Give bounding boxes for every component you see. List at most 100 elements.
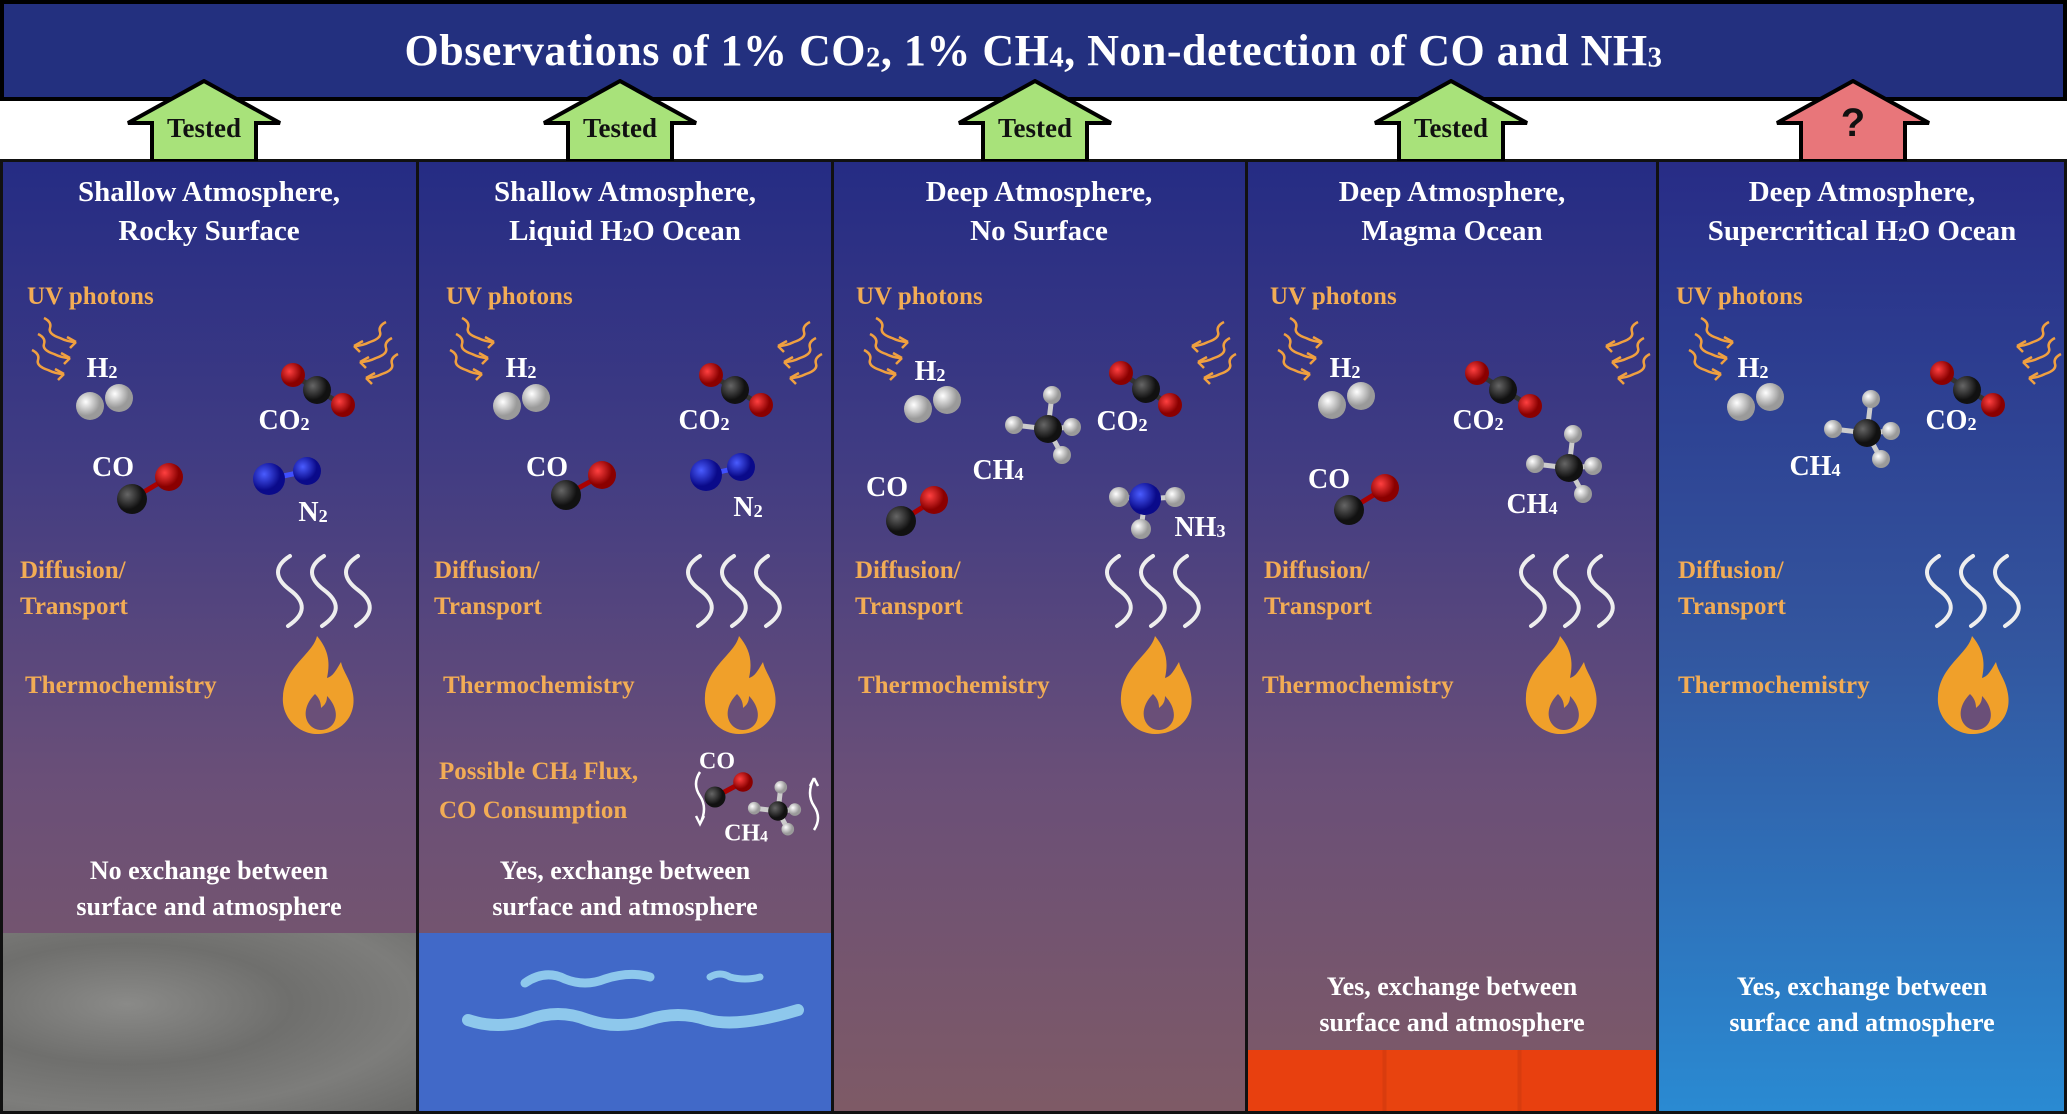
text: Diffusion/ [1678,557,1784,584]
text: Liquid H [509,215,623,247]
ch4-molecule-icon [747,780,802,836]
text: 2 [753,500,763,521]
oxygen-atom [749,393,773,417]
panel-title: Deep Atmosphere, Magma Ocean [1339,173,1566,251]
text: H [505,353,528,384]
diffusion-squiggle-icon [276,554,372,628]
text: Thermochemistry [858,672,1050,699]
text: 2 [866,42,881,74]
text: Deep Atmosphere, [1338,176,1566,208]
text: Transport [855,593,963,620]
hydrogen-atom [1872,450,1890,468]
oxygen-atom [733,772,753,792]
text: Transport [434,593,542,620]
nitrogen-atom [690,459,722,491]
exchange-label: No exchange between surface and atmospher… [76,853,341,925]
hydrogen-atom [1824,420,1842,438]
text: H [914,356,937,387]
hydrogen-atom [1165,487,1185,507]
text: 2 [622,224,633,246]
flame-icon [704,636,776,734]
carbon-atom [117,484,147,514]
hydrogen-atom [1574,485,1592,503]
panel-deep-supercritical [1656,159,2067,1114]
text: H [1329,353,1352,384]
hydrogen-atom [1727,393,1755,421]
text: Yes, exchange between [1326,972,1578,1001]
co-molecule-icon [551,461,616,510]
text: CO [258,405,301,436]
nitrogen-atom [293,457,321,485]
text: CH [1506,489,1549,520]
exchange-label: Yes, exchange between surface and atmosph… [492,853,757,925]
text: No Surface [970,215,1108,247]
hydrogen-atom [1131,519,1151,539]
diffusion-transport-label: Diffusion/Transport [20,553,128,625]
text: H [86,353,109,384]
text: Magma Ocean [1361,215,1543,247]
co-label: CO [92,452,134,484]
text: 4 [1548,497,1558,518]
text: Supercritical H [1707,215,1899,247]
text: Thermochemistry [25,672,217,699]
diffusion-squiggle-icon [1925,554,2021,628]
uv-photon-arrow-icon [777,320,823,385]
carbon-atom [551,480,581,510]
oxygen-atom [281,363,305,387]
text: Thermochemistry [443,672,635,699]
carbon-atom [1489,376,1517,404]
co-label: CO [1308,464,1350,496]
text: 2 [108,361,118,382]
carbon-atom [886,506,916,536]
thermochemistry-label: Thermochemistry [443,668,635,704]
hydrogen-atom [1043,386,1061,404]
h2-molecule-icon [904,386,961,423]
text: Transport [1264,593,1372,620]
co2-molecule-icon [1109,361,1182,417]
text: H [1737,353,1760,384]
text: 3 [1216,520,1226,541]
text: Yes, exchange between [1736,972,1988,1001]
hydrogen-atom [76,392,104,420]
text: N [733,492,754,523]
uv-photon-arrow-icon [1688,316,1734,381]
text: CO [526,452,568,483]
co2-molecule-icon [699,363,773,417]
h2-label: H2 [506,353,537,385]
co-molecule-icon [117,463,183,514]
hydrogen-atom [1564,425,1582,443]
ch4-molecule-icon [1824,390,1900,468]
text: CO [866,472,908,503]
co-label: CO [699,749,735,776]
diffusion-transport-label: Diffusion/Transport [1678,553,1786,625]
panel-title: Deep Atmosphere, No Surface [926,173,1153,251]
text: Transport [1678,593,1786,620]
text: No exchange between [89,856,329,885]
oxygen-atom [699,363,723,387]
uv-photons-label: UV photons [27,279,154,315]
carbon-atom [303,376,331,404]
n2-molecule-icon [690,453,755,491]
hydrogen-atom [1882,422,1900,440]
text: surface and atmosphere [492,892,758,921]
oxygen-atom [1371,474,1399,502]
diffusion-squiggle-icon [1519,554,1615,628]
ch4-flux-label: Possible CH4 Flux, CO Consumption [439,754,638,829]
text: surface and atmosphere [1319,1008,1585,1037]
ch4-label: CH4 [724,821,768,848]
uv-photon-arrow-icon [2016,320,2062,385]
flame-icon [1525,636,1597,734]
hydrogen-atom [1318,391,1346,419]
hydrogen-atom [781,822,795,836]
text: Diffusion/ [20,557,126,584]
text: O Ocean [632,215,741,247]
text: Diffusion/ [1264,557,1370,584]
text: 2 [720,413,730,434]
text: CH [724,820,761,847]
uv-photon-arrow-icon [1605,320,1651,385]
text: Yes, exchange between [499,856,751,885]
h2-molecule-icon [76,384,133,420]
ch4-molecule-icon [1005,386,1081,464]
text: Shallow Atmosphere, [493,176,757,208]
